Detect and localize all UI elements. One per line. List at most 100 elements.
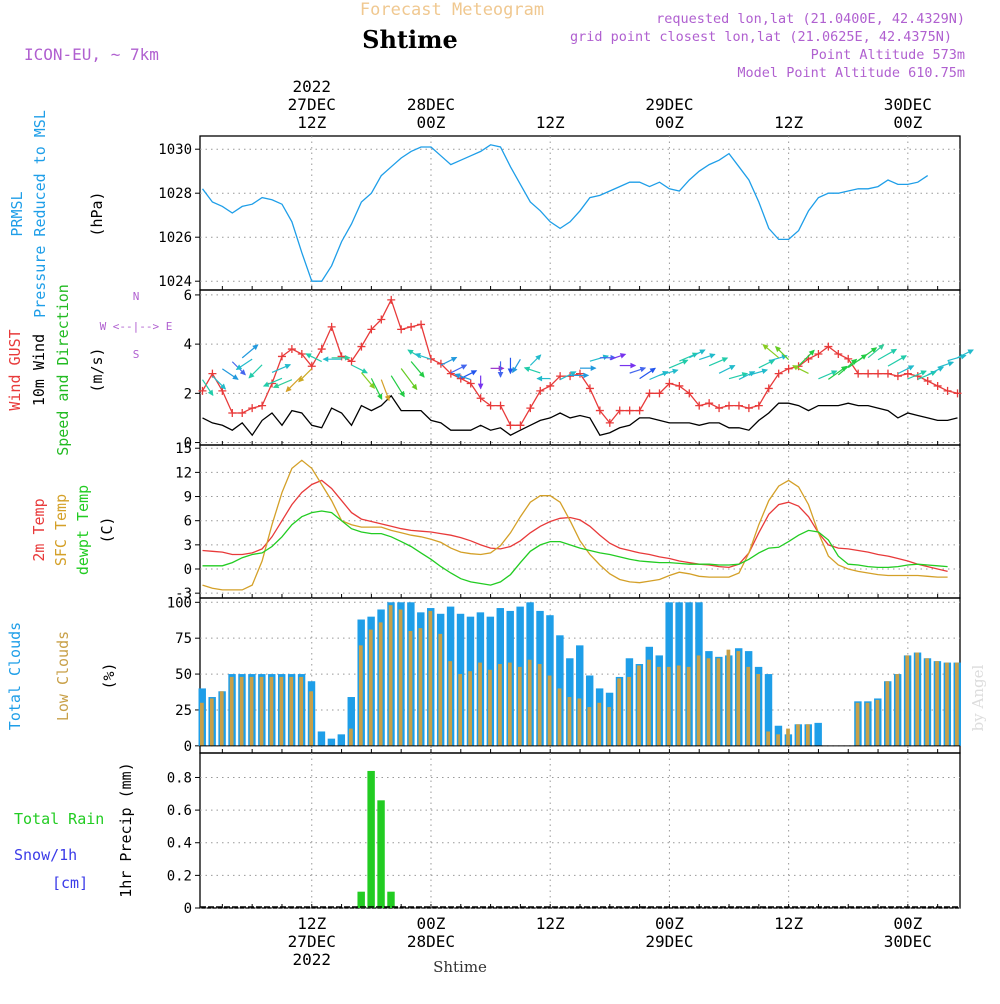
temp-unit-label: (C) <box>98 516 116 543</box>
top-axis-date: 28DEC <box>407 95 455 114</box>
low-cloud-bar <box>527 659 532 746</box>
gust-marker <box>784 364 793 373</box>
super-title: Forecast Meteogram <box>360 0 544 20</box>
low-cloud-bar <box>716 658 721 746</box>
gust-marker <box>337 352 346 361</box>
low-cloud-bar <box>507 662 512 746</box>
wind-arrow-head <box>407 349 414 355</box>
wind-arrow-head <box>207 389 214 397</box>
wind-arrow-head <box>239 369 246 376</box>
gust-marker <box>903 369 912 378</box>
bottom-axis-hour: 12Z <box>536 914 565 933</box>
wind-arrow-head <box>967 349 974 355</box>
low-cloud-bar <box>388 605 393 746</box>
gust-marker <box>357 342 366 351</box>
wind-arrow-head <box>384 394 391 402</box>
wind-arrow-head <box>699 349 706 355</box>
wind-arrow-head <box>498 365 505 372</box>
clouds-ytick-label: 25 <box>175 703 192 719</box>
compass-south: S <box>133 348 140 361</box>
gust-marker <box>317 345 326 354</box>
wind10m-label: 10m Wind <box>30 334 48 406</box>
wind-arrow-head <box>414 352 421 359</box>
rain-bar <box>387 891 395 908</box>
gust-marker <box>933 381 942 390</box>
gust-marker <box>645 389 654 398</box>
precip-ytick-label: 0 <box>184 901 192 917</box>
gust-marker <box>874 369 883 378</box>
top-axis-hour: 00Z <box>655 113 684 132</box>
total-rain-label: Total Rain <box>14 810 104 828</box>
rain-bar <box>377 800 385 908</box>
temperature-frame <box>199 444 961 599</box>
gust-marker <box>466 379 475 388</box>
temperature-ytick-label: 0 <box>184 562 192 578</box>
wind-arrow-head <box>399 390 405 398</box>
wind-arrow-head <box>344 355 351 361</box>
low-cloud-bar <box>945 662 949 746</box>
low-cloud-bar <box>686 666 691 746</box>
pressure-ytick-label: 1026 <box>158 230 192 246</box>
gust-marker <box>486 401 495 410</box>
wind-arrow-head <box>590 365 597 371</box>
gust-marker <box>516 421 525 430</box>
low-cloud-bar <box>756 674 761 746</box>
gust-marker <box>327 322 336 331</box>
wind-arrow-head <box>507 368 514 375</box>
low-cloud-bar <box>200 702 204 746</box>
low-cloud-bar <box>766 731 771 746</box>
wind-arrow-head <box>460 364 468 370</box>
gust-marker <box>685 389 694 398</box>
wind-arrow-head <box>890 348 898 355</box>
top-axis-date: 30DEC <box>884 95 932 114</box>
gust-marker <box>407 322 416 331</box>
precip-ytick-label: 0.2 <box>167 868 192 884</box>
gust-marker <box>228 409 237 418</box>
clouds-ytick-label: 50 <box>175 667 192 683</box>
precip-frame <box>199 752 961 909</box>
precip-panel: 0 0.2 0.4 0.6 0.8 1hr Precip (mm) Total Rain Sn… <box>14 752 961 917</box>
wind-arrow-head <box>630 362 637 369</box>
low-cloud-bar <box>239 676 244 746</box>
low-cloud-bar <box>925 658 929 746</box>
low-cloud-bar <box>647 659 651 746</box>
wind-arrow-head <box>947 361 955 367</box>
gust-marker <box>665 379 674 388</box>
wind-arrow-head <box>792 365 799 371</box>
wind-arrow-head <box>850 358 858 365</box>
low-cloud-bar <box>478 662 482 746</box>
gust-marker <box>277 352 286 361</box>
model-altitude: Model Point Altitude 610.75m <box>737 65 965 81</box>
low-cloud-bar <box>368 629 373 746</box>
credit-watermark: by Angel <box>969 664 987 731</box>
gust-marker <box>585 384 594 393</box>
gust-marker <box>705 399 714 408</box>
gust-marker <box>834 349 843 358</box>
total-cloud-bar <box>337 734 346 746</box>
wind-arrow-head <box>729 365 736 371</box>
wind-arrow-head <box>411 383 418 391</box>
gust-marker <box>695 401 704 410</box>
wind-arrow-head <box>284 363 292 370</box>
gust-marker <box>347 357 356 366</box>
bottom-axis-date: 29DEC <box>645 932 693 951</box>
low-cloud-bar <box>398 609 403 746</box>
low-cloud-bar <box>418 628 423 746</box>
clouds-ytick-label: 0 <box>184 739 192 755</box>
wind-arrow-head <box>298 376 305 383</box>
wind-ytick-label: 6 <box>184 288 192 304</box>
snow-unit-label: [cm] <box>52 874 88 892</box>
wind-arrow-head <box>361 368 368 374</box>
prmsl-label: PRMSL <box>8 191 26 236</box>
low-cloud-bar <box>855 702 860 746</box>
low-cloud-bar <box>746 666 751 746</box>
bottom-axis-hour: 12Z <box>774 914 803 933</box>
low-cloud-bar <box>498 664 502 746</box>
station-title: Shtime <box>362 25 458 54</box>
wind-arrow-head <box>285 386 292 393</box>
gust-marker <box>417 320 426 329</box>
point-altitude: Point Altitude 573m <box>811 47 965 63</box>
low-cloud-bar <box>249 676 254 746</box>
